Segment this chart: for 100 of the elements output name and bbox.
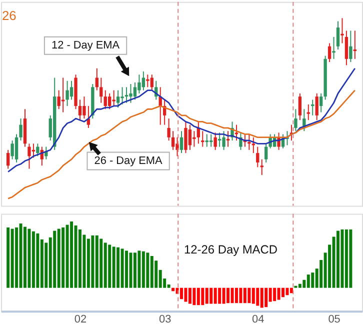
candlestick (264, 143, 268, 163)
bar (298, 284, 302, 288)
bar (180, 288, 183, 300)
bar (53, 230, 56, 288)
bar (28, 228, 31, 288)
candlestick (32, 143, 36, 158)
candlestick (336, 20, 340, 50)
bar (6, 227, 10, 288)
bar (70, 221, 74, 288)
candlestick (315, 92, 318, 121)
candlestick (150, 74, 154, 91)
bar (340, 229, 344, 288)
bar (62, 227, 65, 288)
candlestick (120, 86, 124, 105)
bar (15, 227, 18, 288)
bar (78, 229, 82, 288)
bar (264, 288, 268, 308)
bar (344, 229, 348, 288)
candlestick (100, 77, 103, 104)
bar (349, 229, 352, 288)
bar (125, 250, 128, 288)
candlestick (167, 118, 170, 141)
candlestick (218, 132, 222, 148)
candlestick (340, 18, 344, 44)
candlestick (328, 42, 332, 63)
candlestick (19, 118, 22, 141)
bar (210, 288, 213, 304)
candlestick (171, 130, 175, 150)
bar (112, 246, 116, 288)
candlestick (138, 74, 141, 94)
bar (116, 247, 120, 288)
candlestick (344, 30, 348, 66)
bar (214, 288, 217, 304)
bar (306, 274, 310, 288)
bar (201, 288, 204, 306)
candlestick (332, 36, 336, 60)
candlestick (201, 130, 204, 148)
candlestick (116, 90, 120, 108)
candlestick (66, 80, 69, 106)
bar (100, 238, 103, 288)
bar (142, 251, 145, 288)
candlestick (28, 143, 31, 170)
bar (150, 256, 154, 288)
bar (248, 288, 251, 304)
bar (226, 288, 230, 304)
bar (336, 230, 340, 288)
annotation: 26 - Day EMA (94, 154, 163, 167)
bar (218, 288, 222, 304)
candlestick (192, 130, 196, 148)
annotation: 12-26 Day MACD (184, 242, 278, 256)
candlestick (82, 96, 86, 120)
bar (234, 288, 238, 304)
candlestick (298, 92, 302, 121)
bar (57, 228, 60, 288)
bar (239, 288, 242, 304)
candlestick (226, 130, 230, 148)
bar (10, 228, 14, 288)
candlestick (57, 90, 60, 110)
candlestick (14, 134, 18, 163)
bar (243, 288, 246, 304)
bar (120, 248, 124, 288)
candlestick (319, 92, 323, 113)
candlestick (142, 70, 146, 91)
candlestick (353, 30, 357, 60)
bar (66, 224, 69, 288)
bar (91, 235, 94, 288)
x-tick-label: 02 (74, 314, 87, 326)
x-tick-label: 05 (328, 314, 340, 326)
bar (311, 272, 314, 288)
bar (282, 288, 285, 298)
candlestick (124, 86, 128, 104)
candlestick (184, 121, 188, 154)
bar (36, 233, 40, 288)
candlestick (188, 124, 192, 150)
bar (256, 288, 260, 306)
bar (138, 250, 141, 288)
bar (24, 226, 26, 288)
bar (252, 288, 255, 304)
candlestick (311, 99, 314, 116)
candlestick (95, 68, 98, 91)
candlestick (129, 84, 132, 104)
candlestick (234, 124, 238, 141)
candlestick (104, 90, 107, 110)
candlestick (6, 149, 10, 170)
annotation: 12 - Day EMA (52, 40, 120, 52)
annotation: 26 (2, 8, 16, 23)
bar (277, 288, 280, 300)
bar (146, 252, 150, 288)
candlestick (294, 108, 298, 132)
candlestick (61, 77, 65, 113)
bar (172, 288, 175, 292)
candlestick (349, 30, 352, 63)
bar (273, 288, 276, 302)
bar (184, 288, 188, 302)
bar (205, 288, 208, 304)
bar (32, 231, 35, 288)
candlestick (256, 146, 260, 168)
bar (108, 244, 112, 288)
candlestick (133, 82, 137, 100)
candlestick (146, 74, 150, 88)
